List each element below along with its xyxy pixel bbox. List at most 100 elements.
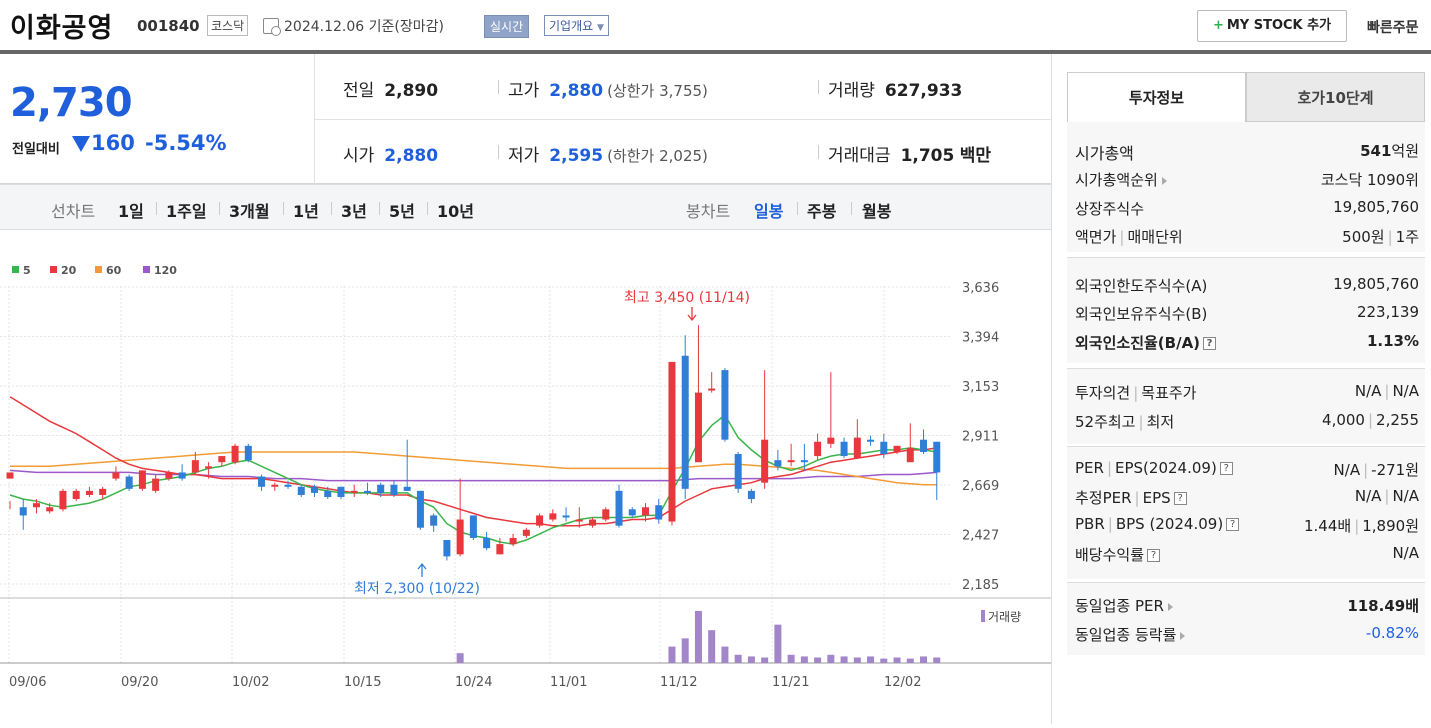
volume-bar [761,657,769,663]
candle-daily[interactable]: 일봉 [754,202,784,221]
candle-body [59,490,67,510]
separator: | [1106,459,1113,477]
chevron-right-icon [1180,631,1186,640]
est-per-label: 추정PER [1075,489,1132,507]
volume-bar [787,654,795,663]
period-5y[interactable]: 5년 [389,202,415,221]
candle-body [152,478,160,491]
opinion-row: 투자의견 | 목표주가 N/A | N/A [1075,382,1419,406]
candle-body [165,472,173,479]
volume-bar [827,654,835,663]
candle-body [350,490,358,493]
volume-bar [840,656,848,663]
candle-body [549,513,557,520]
help-icon[interactable]: ? [1219,462,1233,475]
period-3m[interactable]: 3개월 [229,202,270,221]
volume-bar [708,630,716,663]
rank-label[interactable]: 시가총액순위 [1075,169,1167,190]
candle-weekly[interactable]: 주봉 [807,202,837,221]
rank-value: 코스닥 1090위 [1320,171,1419,189]
volume-label: 거래량 [828,81,875,101]
candle-body [509,537,517,545]
help-icon[interactable]: ? [1226,518,1240,531]
face-value-group: 500원 | 1주 [1342,226,1419,247]
low-value: 2,595 [549,146,604,166]
separator: | [1134,489,1140,507]
foreign-limit-value: 19,805,760 [1333,275,1419,293]
bps-value: 1,890원 [1362,517,1419,535]
period-1d[interactable]: 1일 [118,202,144,221]
candle-body [244,445,252,461]
period-1y[interactable]: 1년 [293,202,319,221]
separator: | [1354,517,1360,535]
change-value: 160 [91,131,135,155]
volume-bar [774,624,782,663]
shares-value: 19,805,760 [1333,198,1419,216]
clock-icon [263,18,281,36]
stock-code: 001840 [137,17,200,35]
chart-svg: 3,636 3,394 3,153 2,911 2,669 2,427 2,185 5 20 60… [0,264,1051,690]
candle-body [800,460,808,463]
candle-body [867,439,875,442]
x-tick-label: 10/15 [344,675,381,690]
candle-body [456,519,464,555]
foreign-limit-row: 외국인한도주식수(A) 19,805,760 [1075,275,1419,299]
tab-invest-info[interactable]: 투자정보 [1067,72,1246,122]
industry-chg-label-text: 동일업종 등락률 [1075,626,1177,644]
y-tick-label: 2,185 [962,578,999,593]
period-1w[interactable]: 1주일 [166,202,207,221]
industry-per-row: 동일업종 PER 118.49배 [1075,595,1419,619]
realtime-button[interactable]: 실시간 [484,15,530,38]
market-cap-block: 시가총액 541억원 시가총액순위 코스닥 1090위 상장주식수 19,805,76… [1067,122,1425,252]
foreign-limit-label: 외국인한도주식수(A) [1075,277,1208,295]
tab-hoga10[interactable]: 호가10단계 [1246,72,1425,122]
candle-body [191,460,199,473]
candle-chart[interactable]: 3,636 3,394 3,153 2,911 2,669 2,427 2,185 5 20 60… [0,231,1051,724]
help-icon[interactable]: ? [1173,492,1187,505]
est-per-row: 추정PER | EPS? N/A | N/A [1075,487,1419,511]
legend-label: 60 [106,264,122,277]
period-10y[interactable]: 10년 [437,202,474,221]
down-arrow-icon [72,136,90,152]
industry-chg-label[interactable]: 동일업종 등락률 [1075,624,1186,645]
corp-info-label: 기업개요 [549,19,594,33]
divider [498,145,499,159]
divider [1067,368,1425,369]
corp-info-dropdown[interactable]: 기업개요 ▼ [544,15,609,36]
quick-order-link[interactable]: 빠른주문 [1367,20,1419,36]
candle-body [403,486,411,491]
foreign-ratio-row: 외국인소진율(B/A)? 1.13% [1075,332,1419,356]
per-label: PER [1075,459,1104,477]
volume-bar [853,657,861,663]
volume-value: 627,933 [884,81,963,101]
opinion-value-group: N/A | N/A [1355,382,1419,400]
high52-label: 52주최고 [1075,413,1136,431]
line-chart-label: 선차트 [51,202,96,221]
low-label: 저가 [508,146,540,166]
x-tick-label: 11/12 [660,675,697,690]
divider [219,202,220,215]
dividend-value: N/A [1392,544,1419,562]
y-tick-label: 2,427 [962,529,999,544]
candle-body [297,486,305,495]
volume-bar [668,646,676,663]
candle-body [893,445,901,452]
divider [851,202,852,215]
industry-per-label[interactable]: 동일업종 PER [1075,595,1173,616]
shares-row: 상장주식수 19,805,760 [1075,198,1419,222]
candle-body [920,439,928,452]
upper-limit: (상한가 3,755) [607,82,708,100]
period-3y[interactable]: 3년 [341,202,367,221]
volume-bar [906,658,914,663]
per-value: N/A [1333,461,1361,479]
candle-monthly[interactable]: 월봉 [862,202,892,221]
divider [818,145,819,159]
help-icon[interactable]: ? [1147,549,1161,562]
candle-body [747,490,755,500]
mystock-label: MY STOCK 추가 [1226,18,1332,33]
mystock-add-button[interactable]: + MY STOCK 추가 [1197,10,1347,42]
separator: | [1138,413,1144,431]
help-icon[interactable]: ? [1203,337,1217,350]
legend-label: 120 [154,264,177,277]
candle-body [443,539,451,557]
